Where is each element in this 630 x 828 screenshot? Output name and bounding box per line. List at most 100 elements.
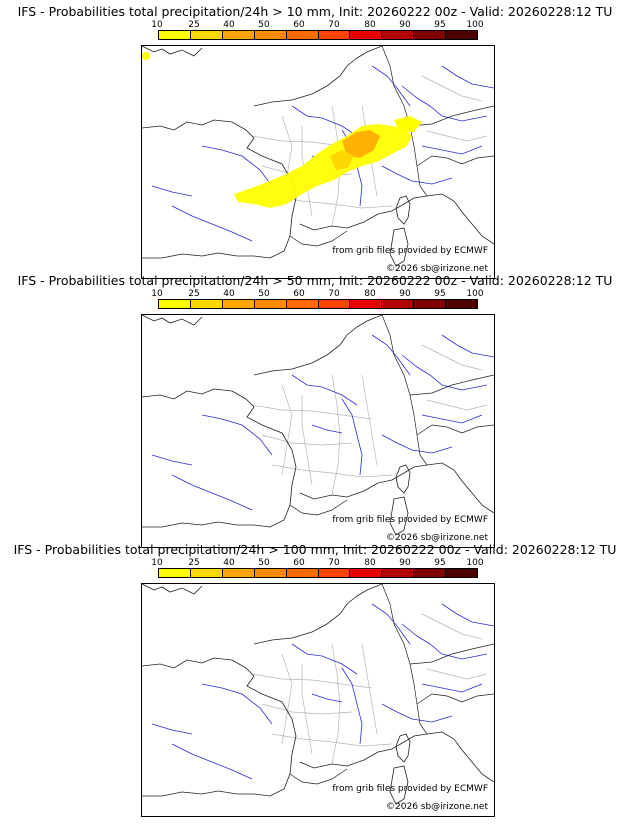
coastline xyxy=(142,315,203,326)
river xyxy=(401,85,488,122)
map-view[interactable]: from grib files provided by ECMWF ©2026 … xyxy=(141,45,495,279)
colorbar-labels: 10 25 40 50 60 70 80 90 95 100 xyxy=(151,20,484,30)
credit-source: from grib files provided by ECMWF xyxy=(332,784,488,794)
country-border xyxy=(416,424,494,436)
colorbar-swatch xyxy=(222,31,255,39)
credit-author: ©2026 sb@irizone.net xyxy=(386,264,488,274)
river xyxy=(151,185,193,197)
river xyxy=(421,145,483,155)
colorbar-swatch xyxy=(254,31,287,39)
colorbar-swatch xyxy=(350,569,383,577)
colorbar-label: 90 xyxy=(399,558,411,568)
river xyxy=(421,414,483,424)
colorbar-label: 25 xyxy=(188,558,200,568)
admin-boundary xyxy=(261,703,353,715)
colorbar-swatch xyxy=(318,300,351,308)
river xyxy=(201,414,273,456)
river xyxy=(291,643,358,675)
river xyxy=(291,374,358,406)
colorbar-label: 95 xyxy=(434,289,446,299)
colorbar-swatch xyxy=(222,300,255,308)
colorbar-swatch xyxy=(190,300,223,308)
coastline xyxy=(253,46,383,107)
map-view[interactable]: from grib files provided by ECMWF ©2026 … xyxy=(141,583,495,817)
river xyxy=(441,334,494,358)
river xyxy=(201,683,273,725)
colorbar-swatch xyxy=(286,300,319,308)
river xyxy=(381,165,453,185)
colorbar-label: 100 xyxy=(466,20,484,30)
colorbar-swatch xyxy=(190,31,223,39)
river xyxy=(421,683,483,693)
map-panel-50mm: IFS - Probabilities total precipitation/… xyxy=(0,269,630,548)
coastline xyxy=(142,388,297,528)
panel-title: IFS - Probabilities total precipitation/… xyxy=(17,273,613,288)
country-border xyxy=(289,768,348,785)
river xyxy=(371,65,411,107)
sardinia xyxy=(389,496,409,536)
colorbar-swatch xyxy=(159,569,191,577)
colorbar-swatch xyxy=(382,31,415,39)
coastline xyxy=(142,657,297,797)
map-view[interactable]: from grib files provided by ECMWF ©2026 … xyxy=(141,314,495,548)
admin-boundary xyxy=(421,344,483,371)
map-panel-100mm: IFS - Probabilities total precipitation/… xyxy=(0,538,630,817)
colorbar-label: 60 xyxy=(293,289,305,299)
river xyxy=(311,693,343,703)
corsica xyxy=(395,464,411,494)
colorbar-label: 100 xyxy=(466,289,484,299)
river xyxy=(151,454,193,466)
precip-area-10 xyxy=(142,52,150,60)
colorbar-label: 40 xyxy=(223,558,235,568)
precip-area-25 xyxy=(330,150,354,170)
colorbar-label: 60 xyxy=(293,20,305,30)
colorbar-label: 10 xyxy=(151,20,163,30)
colorbar-label: 50 xyxy=(258,558,270,568)
colorbar-label: 40 xyxy=(223,20,235,30)
river xyxy=(171,205,253,242)
colorbar xyxy=(158,30,478,40)
coastline xyxy=(299,731,494,783)
river xyxy=(371,334,411,376)
river xyxy=(371,603,411,645)
map-panel-10mm: IFS - Probabilities total precipitation/… xyxy=(0,0,630,279)
colorbar-label: 25 xyxy=(188,289,200,299)
coastline xyxy=(142,584,203,595)
colorbar-swatch xyxy=(414,31,447,39)
colorbar-swatch xyxy=(286,569,319,577)
admin-boundary xyxy=(281,384,293,476)
credit-author: ©2026 sb@irizone.net xyxy=(386,533,488,543)
map-canvas xyxy=(142,315,494,536)
colorbar-labels: 10 25 40 50 60 70 80 90 95 100 xyxy=(151,289,484,299)
precip-area-40 xyxy=(342,130,380,158)
river xyxy=(381,434,453,454)
colorbar-label: 80 xyxy=(364,289,376,299)
river xyxy=(311,424,343,434)
country-border xyxy=(409,643,494,665)
admin-boundary xyxy=(301,395,313,486)
country-border xyxy=(381,584,428,735)
colorbar-swatch xyxy=(159,300,191,308)
admin-boundary xyxy=(361,643,378,735)
colorbar-label: 90 xyxy=(399,20,411,30)
admin-boundary xyxy=(421,613,483,640)
colorbar-label: 10 xyxy=(151,289,163,299)
admin-boundary xyxy=(421,75,483,102)
colorbar-label: 95 xyxy=(434,20,446,30)
admin-boundary xyxy=(361,374,378,466)
river xyxy=(171,743,253,780)
country-border xyxy=(289,230,348,247)
colorbar-swatch xyxy=(350,300,383,308)
coastline xyxy=(299,193,494,245)
precip-area-10 xyxy=(234,124,412,208)
river xyxy=(401,623,488,660)
credit-source: from grib files provided by ECMWF xyxy=(332,515,488,525)
sardinia xyxy=(389,227,409,267)
admin-boundary xyxy=(331,374,341,496)
river xyxy=(201,145,273,187)
colorbar xyxy=(158,568,478,578)
admin-boundary xyxy=(426,668,488,680)
colorbar-swatch xyxy=(446,300,478,308)
corsica xyxy=(395,733,411,763)
colorbar-swatch xyxy=(190,569,223,577)
